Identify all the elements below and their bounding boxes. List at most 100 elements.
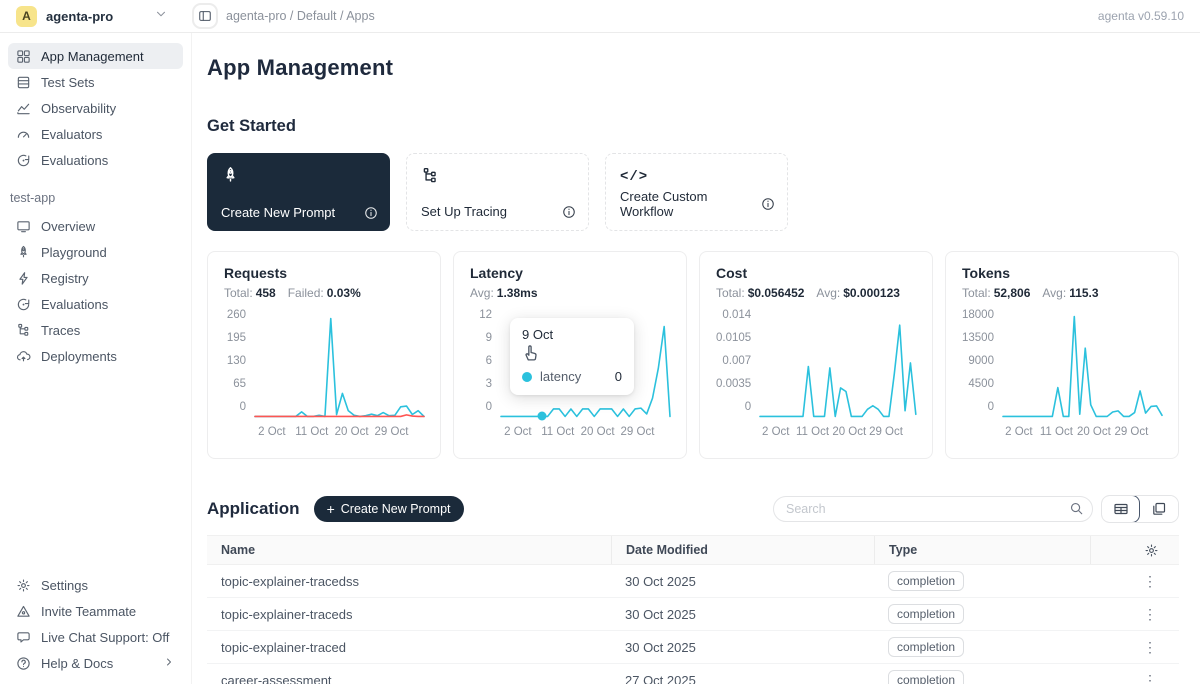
sidebar-item-label: Traces [41, 323, 80, 338]
app-date: 27 Oct 2025 [611, 673, 874, 684]
workspace-avatar: A [16, 6, 37, 27]
workspace-switcher[interactable]: A agenta-pro [0, 6, 178, 27]
chart-stats: Total:$0.056452 Avg:$0.000123 [716, 286, 916, 300]
search-wrap [773, 496, 1093, 522]
chart-tooltip: 9 Oct latency 0 [510, 318, 634, 395]
create-new-prompt-card[interactable]: Create New Prompt [207, 153, 390, 231]
topbar: A agenta-pro agenta-pro / Default / Apps… [0, 0, 1200, 33]
sidebar-item-overview[interactable]: Overview [8, 213, 183, 239]
plot-area[interactable] [1003, 314, 1162, 418]
set-up-tracing-card[interactable]: Set Up Tracing [406, 153, 589, 231]
create-custom-workflow-card[interactable]: </> Create Custom Workflow [605, 153, 788, 231]
tooltip-date: 9 Oct [522, 327, 622, 342]
create-button-label: Create New Prompt [341, 502, 451, 516]
workspace-name: agenta-pro [46, 9, 113, 24]
plot-area[interactable] [760, 314, 916, 418]
sidebar-item-registry[interactable]: Registry [8, 265, 183, 291]
table-row[interactable]: topic-explainer-traceds 30 Oct 2025 comp… [207, 598, 1179, 631]
chart-stats: Total:458 Failed:0.03% [224, 286, 424, 300]
plus-icon: + [327, 502, 335, 516]
card-view-icon [1151, 501, 1167, 517]
version-label: agenta v0.59.10 [1098, 9, 1184, 23]
sidebar-item-evaluators[interactable]: Evaluators [8, 121, 183, 147]
table-view-button[interactable] [1101, 495, 1140, 523]
page-title: App Management [207, 55, 1179, 81]
x-axis-labels: 2 Oct11 Oct20 Oct29 Oct [501, 426, 670, 440]
sidebar-item-playground[interactable]: Playground [8, 239, 183, 265]
chevron-right-icon [163, 656, 175, 671]
card-label: Set Up Tracing [421, 204, 507, 219]
sidebar-item-settings[interactable]: Settings [8, 572, 183, 598]
sidebar-item-label: Deployments [41, 349, 117, 364]
table-row[interactable]: topic-explainer-traced 30 Oct 2025 compl… [207, 631, 1179, 664]
app-name[interactable]: career-assessment [207, 673, 611, 684]
sidebar-item-label: App Management [41, 49, 144, 64]
sidebar-item-label: Overview [41, 219, 95, 234]
card-label: Create Custom Workflow [620, 189, 761, 219]
view-toggle [1101, 495, 1179, 523]
y-axis-labels: 1800013500900045000 [962, 309, 994, 413]
tracing-icon [421, 167, 439, 185]
app-name[interactable]: topic-explainer-traceds [207, 607, 611, 622]
column-header-type[interactable]: Type [874, 536, 1090, 564]
gauge-icon [16, 127, 31, 142]
plot-area[interactable] [255, 314, 424, 418]
rocket-icon [16, 245, 31, 260]
search-input[interactable] [773, 496, 1093, 522]
sidebar-item-label: Test Sets [41, 75, 94, 90]
tokens-chart-card: Tokens Total:52,806 Avg:115.3 1800013500… [945, 251, 1179, 459]
column-header-name[interactable]: Name [207, 536, 611, 564]
row-more-button[interactable]: ⋮ [1143, 574, 1157, 588]
info-icon[interactable] [562, 205, 576, 219]
breadcrumb[interactable]: agenta-pro / Default / Apps [226, 9, 375, 23]
sidebar-item-evaluations[interactable]: Evaluations [8, 147, 183, 173]
table-row[interactable]: career-assessment 27 Oct 2025 completion… [207, 664, 1179, 684]
y-axis-labels: 129630 [470, 309, 492, 413]
code-icon: </> [620, 169, 648, 185]
sidebar-toggle-button[interactable] [192, 3, 218, 29]
chart-title: Latency [470, 265, 670, 281]
row-more-button[interactable]: ⋮ [1143, 673, 1157, 684]
sidebar-item-label: Invite Teammate [41, 604, 136, 619]
sidebar-section-label: test-app [10, 191, 183, 205]
gear-icon [16, 578, 31, 593]
sidebar: App Management Test Sets Observability E… [0, 33, 192, 684]
series-dot [522, 372, 532, 382]
evaluations-icon [16, 297, 31, 312]
card-view-button[interactable] [1139, 496, 1178, 522]
sidebar-item-invite-teammate[interactable]: Invite Teammate [8, 598, 183, 624]
tooltip-series: latency [540, 369, 581, 384]
sidebar-item-deployments[interactable]: Deployments [8, 343, 183, 369]
evaluations-icon [16, 153, 31, 168]
row-more-button[interactable]: ⋮ [1143, 607, 1157, 621]
sidebar-item-label: Registry [41, 271, 89, 286]
sidebar-item-help-docs[interactable]: Help & Docs [8, 650, 183, 676]
sidebar-item-app-management[interactable]: App Management [8, 43, 183, 69]
application-toolbar: Application + Create New Prompt [207, 495, 1179, 523]
gear-icon[interactable] [1144, 543, 1159, 558]
column-header-date-modified[interactable]: Date Modified [611, 536, 874, 564]
table-row[interactable]: topic-explainer-tracedss 30 Oct 2025 com… [207, 565, 1179, 598]
app-name[interactable]: topic-explainer-tracedss [207, 574, 611, 589]
table-view-icon [1113, 501, 1129, 517]
help-icon [16, 656, 31, 671]
x-axis-labels: 2 Oct11 Oct20 Oct29 Oct [255, 426, 424, 440]
sidebar-item-traces[interactable]: Traces [8, 317, 183, 343]
info-icon[interactable] [364, 206, 378, 220]
create-new-prompt-button[interactable]: + Create New Prompt [314, 496, 464, 522]
app-root: A agenta-pro agenta-pro / Default / Apps… [0, 0, 1200, 684]
tooltip-value: 0 [615, 369, 622, 384]
sidebar-item-live-chat[interactable]: Live Chat Support: Off [8, 624, 183, 650]
info-icon[interactable] [761, 197, 775, 211]
sidebar-item-test-sets[interactable]: Test Sets [8, 69, 183, 95]
get-started-heading: Get Started [207, 117, 1179, 136]
bolt-icon [16, 271, 31, 286]
chevron-down-icon [154, 7, 168, 26]
column-settings-cell [1090, 536, 1179, 564]
app-name[interactable]: topic-explainer-traced [207, 640, 611, 655]
application-heading: Application [207, 499, 300, 519]
table-header: Name Date Modified Type [207, 535, 1179, 565]
sidebar-item-observability[interactable]: Observability [8, 95, 183, 121]
sidebar-item-evaluations-app[interactable]: Evaluations [8, 291, 183, 317]
row-more-button[interactable]: ⋮ [1143, 640, 1157, 654]
